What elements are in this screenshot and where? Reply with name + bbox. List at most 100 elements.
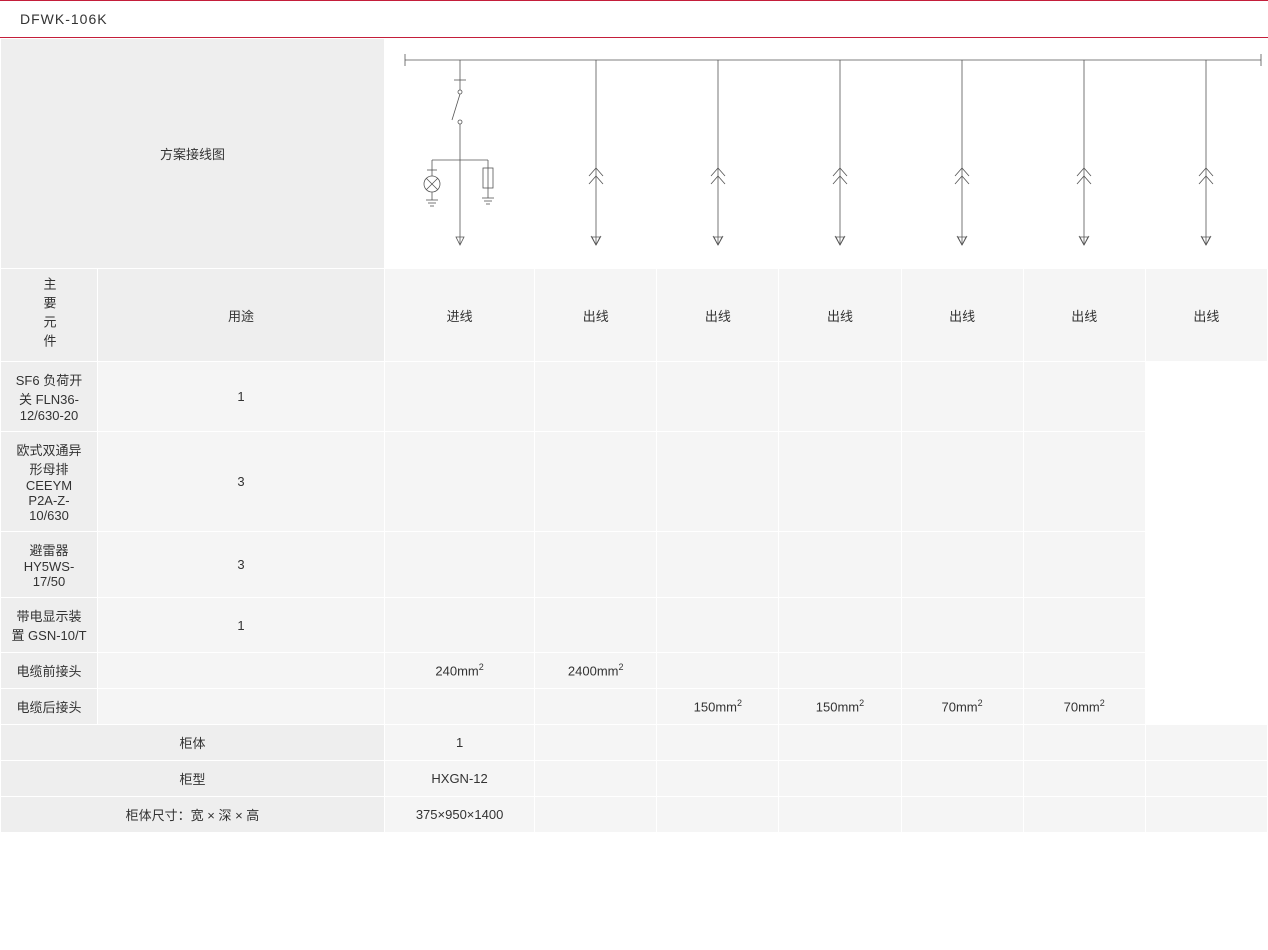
row-value: 3 — [98, 532, 385, 598]
table-row: 电缆前接头 240mm22400mm2 — [1, 653, 1268, 689]
table-row: 带电显示装置 GSN-10/T1 — [1, 598, 1268, 653]
row-label: SF6 负荷开关 FLN36-12/630-20 — [1, 362, 98, 432]
diagram-row: 方案接线图 — [1, 39, 1268, 269]
row-value — [385, 362, 535, 432]
col-header: 出线 — [901, 269, 1023, 362]
row-value: 2400mm2 — [535, 653, 657, 689]
row-label: 柜体 — [1, 725, 385, 761]
purpose-label-text: 用途 — [228, 309, 254, 324]
row-value — [779, 797, 901, 833]
col-header: 出线 — [657, 269, 779, 362]
row-value — [657, 761, 779, 797]
table-row: SF6 负荷开关 FLN36-12/630-201 — [1, 362, 1268, 432]
row-label: 柜体尺寸：宽 × 深 × 高 — [1, 797, 385, 833]
row-value — [657, 725, 779, 761]
col-header: 出线 — [1145, 269, 1267, 362]
purpose-row: 主要元件 用途 进线 出线 出线 出线 出线 出线 出线 — [1, 269, 1268, 362]
row-value — [779, 598, 901, 653]
row-value — [1023, 761, 1145, 797]
row-value — [1145, 797, 1267, 833]
row-value: 375×950×1400 — [385, 797, 535, 833]
row-value — [657, 362, 779, 432]
table-row: 柜体尺寸：宽 × 深 × 高375×950×1400 — [1, 797, 1268, 833]
row-value — [1023, 725, 1145, 761]
row-value — [901, 598, 1023, 653]
row-value — [779, 761, 901, 797]
table-row: 柜体1 — [1, 725, 1268, 761]
row-value — [535, 532, 657, 598]
row-value — [779, 725, 901, 761]
table-row: 电缆后接头150mm2150mm270mm270mm2 — [1, 689, 1268, 725]
row-value — [535, 362, 657, 432]
table-row: 柜型HXGN-12 — [1, 761, 1268, 797]
row-value — [901, 432, 1023, 532]
row-value — [657, 532, 779, 598]
row-value — [657, 598, 779, 653]
row-value: 1 — [98, 598, 385, 653]
row-value — [901, 653, 1023, 689]
row-value: 1 — [98, 362, 385, 432]
row-value — [1023, 598, 1145, 653]
col-header: 进线 — [385, 269, 535, 362]
col-header: 出线 — [779, 269, 901, 362]
col-header: 出线 — [535, 269, 657, 362]
row-value — [1145, 761, 1267, 797]
row-value: 150mm2 — [657, 689, 779, 725]
row-value — [1023, 432, 1145, 532]
row-value — [657, 797, 779, 833]
purpose-label: 用途 — [98, 269, 385, 362]
table-row: 避雷器 HY5WS-17/503 — [1, 532, 1268, 598]
row-value — [385, 689, 535, 725]
row-label: 避雷器 HY5WS-17/50 — [1, 532, 98, 598]
row-value: 70mm2 — [901, 689, 1023, 725]
row-value — [657, 432, 779, 532]
row-value — [779, 653, 901, 689]
row-value: 3 — [98, 432, 385, 532]
row-value — [98, 689, 385, 725]
row-value — [779, 432, 901, 532]
row-label: 电缆前接头 — [1, 653, 98, 689]
wiring-diagram — [385, 40, 1267, 265]
row-value — [98, 653, 385, 689]
model-title: DFWK-106K — [20, 11, 108, 27]
row-value — [901, 725, 1023, 761]
spec-table: 方案接线图 主要元件 用途 进线 出线 出线 出线 出线 出线 出线 SF6 负… — [0, 38, 1268, 833]
row-value — [657, 653, 779, 689]
row-value — [385, 598, 535, 653]
row-value — [1023, 653, 1145, 689]
row-value — [779, 532, 901, 598]
row-value — [535, 797, 657, 833]
row-value — [1023, 797, 1145, 833]
section-label-text: 主要元件 — [42, 277, 57, 353]
row-value: 240mm2 — [385, 653, 535, 689]
row-value — [1023, 362, 1145, 432]
row-value — [385, 432, 535, 532]
row-label: 柜型 — [1, 761, 385, 797]
section-label: 主要元件 — [1, 269, 98, 362]
diagram-label: 方案接线图 — [160, 147, 225, 162]
wiring-diagram-cell — [385, 39, 1268, 269]
row-value — [901, 532, 1023, 598]
row-value — [535, 432, 657, 532]
row-value — [535, 725, 657, 761]
row-value: 150mm2 — [779, 689, 901, 725]
table-row: 欧式双通异形母排 CEEYM P2A-Z-10/6303 — [1, 432, 1268, 532]
row-value — [1023, 532, 1145, 598]
row-label: 电缆后接头 — [1, 689, 98, 725]
row-label: 带电显示装置 GSN-10/T — [1, 598, 98, 653]
row-value — [901, 362, 1023, 432]
row-label: 欧式双通异形母排 CEEYM P2A-Z-10/630 — [1, 432, 98, 532]
row-value — [901, 761, 1023, 797]
row-value: HXGN-12 — [385, 761, 535, 797]
row-value: 70mm2 — [1023, 689, 1145, 725]
row-value — [385, 532, 535, 598]
diagram-label-cell: 方案接线图 — [1, 39, 385, 269]
row-value: 1 — [385, 725, 535, 761]
col-header: 出线 — [1023, 269, 1145, 362]
row-value — [1145, 725, 1267, 761]
row-value — [779, 362, 901, 432]
row-value — [535, 689, 657, 725]
row-value — [535, 761, 657, 797]
row-value — [901, 797, 1023, 833]
title-bar: DFWK-106K — [0, 0, 1268, 38]
